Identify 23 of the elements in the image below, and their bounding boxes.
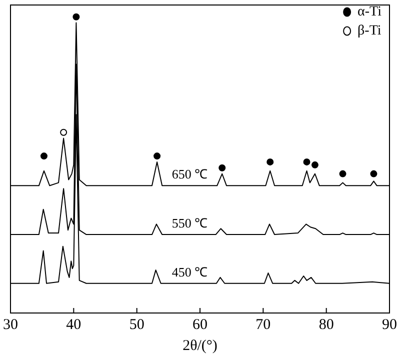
point (266, 158, 274, 166)
point (154, 152, 161, 160)
point (339, 170, 346, 178)
x-tick-label: 60 (192, 316, 208, 333)
x-tick-label: 80 (318, 316, 334, 333)
point (303, 158, 310, 166)
point (311, 161, 318, 168)
x-tick-label: 70 (256, 316, 271, 333)
x-tick-label: 50 (129, 316, 144, 333)
point (370, 170, 378, 178)
point (60, 128, 68, 136)
point (40, 152, 48, 160)
x-tick-label: 90 (382, 316, 397, 333)
point (72, 13, 80, 20)
legend-label: β-Ti (358, 24, 382, 39)
series-label: 650 ℃ (172, 166, 208, 182)
x-tick-label: 30 (3, 316, 18, 333)
series-label: 450 ℃ (172, 264, 208, 280)
x-tick-label: 40 (66, 316, 82, 333)
legend-label: α-Ti (358, 4, 382, 20)
series-label: 550 ℃ (172, 215, 208, 230)
x-axis-title: 2θ/(°) (182, 338, 218, 354)
point (218, 164, 226, 172)
